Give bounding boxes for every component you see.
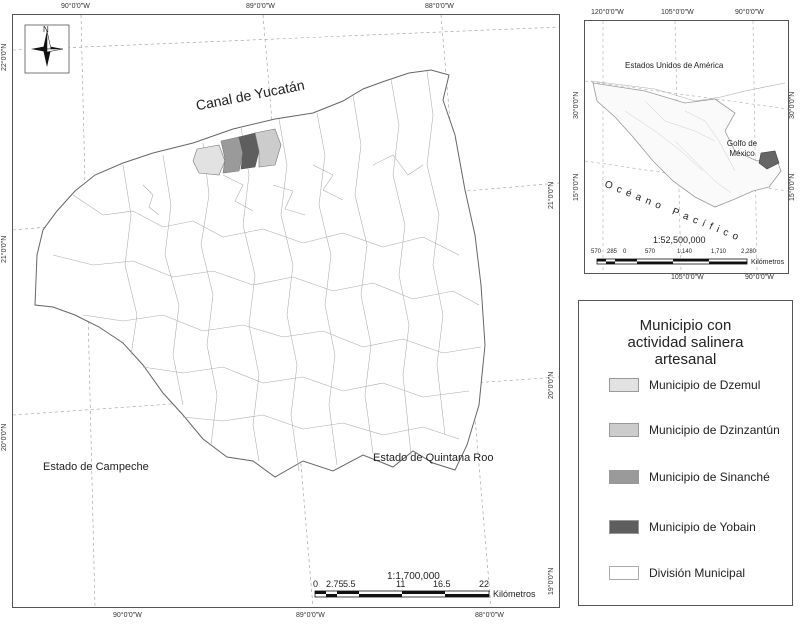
inset-scale-tick-2: 0	[623, 249, 627, 255]
inset-scale-tick-1: 285	[607, 249, 618, 255]
inset-scale-tick-6: 2,280	[741, 249, 757, 255]
legend-label-division: División Municipal	[649, 566, 746, 580]
inset-states	[624, 100, 736, 194]
inset-scale-tick-3: 570	[645, 249, 656, 255]
main-scale-tick-0: 0	[313, 579, 319, 589]
inset-right-tick-2: 15°0'0"N	[789, 173, 796, 201]
main-left-tick-2: 21°0'0"N	[1, 235, 8, 263]
inset-left-tick-2: 15°0'0"N	[573, 173, 580, 201]
legend-item-yobain: Municipio de Yobain	[609, 517, 756, 537]
main-scale-ratio: 1:1,700,000	[387, 571, 440, 582]
inset-top-tick-1: 120°0'0"W	[591, 9, 624, 16]
main-top-tick-3: 88°0'0"W	[425, 3, 454, 10]
yucatan-highlight	[758, 150, 780, 170]
inset-map-frame: 120°0'0"W 105°0'0"W 90°0'0"W 105°0'0"W 9…	[573, 9, 796, 281]
legend-swatch-division	[609, 566, 639, 580]
inset-scale-tick-5: 1,710	[711, 249, 727, 255]
legend-swatch-sinanche	[609, 470, 639, 484]
quintana-roo-label: Estado de Quintana Roo	[373, 452, 494, 464]
main-top-tick-1: 90°0'0"W	[61, 3, 90, 10]
main-map-canvas	[13, 15, 559, 607]
main-top-tick-2: 89°0'0"W	[246, 3, 275, 10]
legend-title: Municipio con actividad salinera artesan…	[627, 317, 744, 368]
legend-label-sinanche: Municipio de Sinanché	[649, 470, 770, 484]
inset-scale-tick-4: 1,140	[677, 249, 693, 255]
legend-item-division: División Municipal	[609, 563, 745, 583]
main-scale-bar	[314, 590, 490, 598]
inset-top-tick-3: 90°0'0"W	[735, 9, 764, 16]
legend-swatch-yobain	[609, 520, 639, 534]
inset-map-canvas	[585, 21, 788, 273]
inset-scale-ratio: 1:52,500,000	[653, 235, 706, 245]
inset-scale-bar	[596, 258, 748, 265]
legend-swatch-dzinzantun	[609, 423, 639, 437]
inset-top-tick-2: 105°0'0"W	[661, 9, 694, 16]
north-label: N	[43, 25, 49, 34]
main-scale-tick-4: 16.5	[433, 579, 451, 589]
main-right-tick-1: 21°0'0"N	[548, 181, 555, 209]
legend-item-dzemul: Municipio de Dzemul	[609, 375, 760, 395]
main-right-tick-3: 19°0'0"N	[548, 567, 555, 595]
mexico-outline	[592, 82, 782, 208]
inset-scale-tick-0: 570	[591, 249, 602, 255]
legend-label-dzemul: Municipio de Dzemul	[649, 378, 761, 392]
legend-box: Municipio con actividad salinera artesan…	[578, 300, 793, 606]
yucatan-peninsula	[34, 69, 486, 478]
main-right-tick-2: 20°0'0"N	[548, 371, 555, 399]
inset-bottom-tick-1: 105°0'0"W	[671, 274, 704, 281]
municipal-divisions	[52, 70, 482, 472]
inset-right-tick-1: 30°0'0"N	[789, 91, 796, 119]
legend-item-dzinzantun: Municipio de Dzinzantún	[609, 420, 780, 440]
main-scale-tick-3: 11	[396, 579, 406, 589]
municipio-dzemul-area	[192, 144, 226, 176]
municipio-dzinzantun-area	[254, 128, 282, 168]
inset-bottom-tick-2: 90°0'0"W	[745, 274, 774, 281]
usa-label: Estados Unidos de América	[625, 61, 724, 70]
main-bottom-tick-3: 88°0'0"W	[475, 612, 504, 619]
golfo-label: Golfo de México	[726, 139, 758, 158]
usa-border	[590, 80, 786, 102]
main-left-tick-3: 20°0'0"N	[1, 423, 8, 451]
municipio-sinanche-area	[220, 136, 244, 174]
campeche-label: Estado de Campeche	[43, 461, 149, 473]
north-arrow	[24, 24, 70, 74]
inset-left-tick-1: 30°0'0"N	[573, 91, 580, 119]
inset-scale-unit: Kilómetros	[751, 259, 785, 266]
main-scale-tick-5: 22	[479, 579, 490, 589]
main-scale-tick-1: 2.75	[326, 579, 344, 589]
legend-item-sinanche: Municipio de Sinanché	[609, 467, 770, 487]
main-map-frame: 90°0'0"W 89°0'0"W 88°0'0"W 90°0'0"W 89°0…	[1, 3, 560, 619]
legend-label-dzinzantun: Municipio de Dzinzantún	[649, 423, 780, 437]
main-scale-unit: Kilómetros	[493, 589, 536, 599]
legend-swatch-dzemul	[609, 378, 639, 392]
main-left-tick-1: 22°0'0"N	[1, 43, 8, 71]
legend-label-yobain: Municipio de Yobain	[649, 520, 756, 534]
main-bottom-tick-2: 89°0'0"W	[296, 612, 325, 619]
main-scale-tick-2: 5.5	[343, 579, 356, 589]
main-bottom-tick-1: 90°0'0"W	[113, 612, 142, 619]
